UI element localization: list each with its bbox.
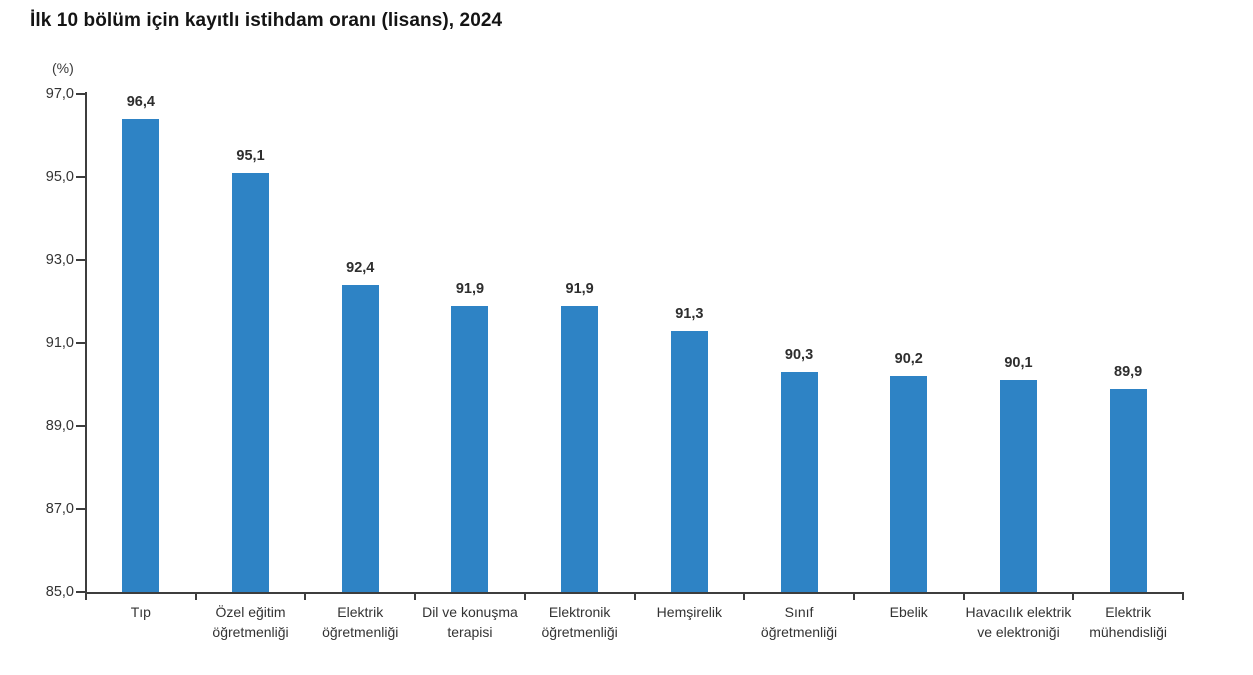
y-tick-label: 91,0: [45, 335, 74, 351]
x-tick-mark: [85, 592, 87, 600]
bar-3: [341, 284, 379, 592]
bar-2: [232, 172, 270, 592]
y-tick-label: 85,0: [45, 584, 74, 600]
bar-8: [890, 376, 928, 592]
x-tick-mark: [414, 592, 417, 600]
x-category-label: Özel eğitim öğretmenliği: [212, 604, 289, 640]
bar-value-label: 91,9: [565, 280, 594, 297]
bar-value-label: 96,4: [126, 93, 155, 110]
bar-value-label: 90,3: [784, 347, 814, 364]
bar-7: [780, 372, 818, 592]
y-axis-line: [85, 92, 87, 594]
bar-9: [999, 380, 1037, 592]
bar-value-label: 90,2: [894, 351, 923, 368]
y-axis-unit-label: (%): [52, 60, 74, 76]
x-tick-mark: [194, 592, 197, 600]
x-category-label: Elektronik öğretmenliği: [541, 604, 618, 640]
y-tick-label: 93,0: [45, 252, 74, 268]
y-tick-label: 97,0: [45, 86, 74, 102]
x-category-label: Hemşirelik: [656, 604, 723, 620]
bar-value-label: 91,3: [675, 305, 704, 322]
x-category-label: Elektrik mühendisliği: [1089, 604, 1168, 640]
x-tick-mark: [633, 592, 636, 600]
x-tick-mark: [962, 592, 965, 600]
bar-5: [561, 305, 599, 592]
bar-10: [1109, 388, 1147, 592]
bar-6: [670, 330, 708, 592]
y-tick-mark: [76, 176, 85, 178]
x-tick-mark: [852, 592, 855, 600]
x-tick-mark: [523, 592, 526, 600]
x-category-label: Sınıf öğretmenliği: [760, 604, 838, 640]
x-category-label: Tıp: [130, 604, 151, 620]
y-tick-mark: [76, 93, 85, 95]
y-tick-label: 87,0: [45, 501, 74, 517]
y-tick-label: 95,0: [45, 169, 74, 185]
bar-value-label: 89,9: [1114, 363, 1143, 380]
y-tick-label: 89,0: [45, 418, 74, 434]
x-category-label: Havacılık elektrik ve elektroniği: [965, 604, 1072, 640]
x-tick-mark: [743, 592, 746, 600]
y-tick-mark: [76, 508, 85, 510]
bar-4: [451, 305, 489, 592]
y-tick-mark: [76, 425, 85, 427]
bar-value-label: 92,4: [346, 259, 375, 276]
bar-1: [122, 118, 160, 592]
chart-title: İlk 10 bölüm için kayıtlı istihdam oranı…: [30, 10, 503, 31]
y-tick-mark: [76, 342, 85, 344]
x-category-label: Dil ve konuşma terapisi: [422, 604, 518, 640]
y-tick-mark: [76, 591, 85, 593]
bar-value-label: 95,1: [236, 147, 265, 164]
bar-value-label: 91,9: [455, 280, 485, 297]
x-tick-mark: [1182, 592, 1184, 600]
x-category-label: Ebelik: [889, 604, 928, 620]
x-tick-mark: [304, 592, 307, 600]
bar-value-label: 90,1: [1004, 355, 1033, 372]
x-tick-mark: [1072, 592, 1075, 600]
y-tick-mark: [76, 259, 85, 261]
x-category-label: Elektrik öğretmenliği: [322, 604, 399, 640]
